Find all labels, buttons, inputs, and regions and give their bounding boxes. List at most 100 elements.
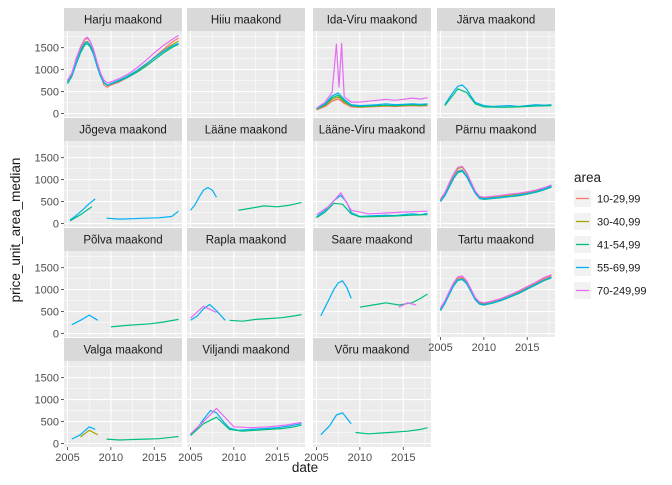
- x-tick-label: 2005: [428, 342, 452, 354]
- x-tick-label: 2015: [142, 452, 166, 464]
- y-tick-label: 0: [53, 438, 59, 450]
- y-tick-label: 1000: [35, 395, 59, 407]
- y-tick-label: 0: [53, 328, 59, 340]
- facet-title: Hiiu maakond: [211, 15, 281, 27]
- y-tick-label: 500: [41, 417, 59, 429]
- facet-panel: [187, 251, 305, 337]
- facet-strip: [187, 118, 305, 141]
- series-line-70-249,99: [66, 34, 179, 84]
- x-tick-label: 2005: [178, 452, 202, 464]
- y-tick-label: 500: [41, 307, 59, 319]
- facet-panel: [437, 31, 555, 117]
- legend-label: 70-249,99: [597, 286, 647, 298]
- facet-strip: [437, 118, 555, 141]
- series-line-55-69,99: [190, 303, 226, 321]
- x-tick-label: 2010: [348, 452, 372, 464]
- facet-strip: [437, 228, 555, 251]
- facet-strip: [64, 118, 182, 141]
- facet-title: Võru maakond: [335, 345, 410, 357]
- series-line-70-249,99: [316, 192, 428, 216]
- facet-title: Jõgeva maakond: [79, 125, 167, 137]
- series-line-55-69,99: [190, 410, 302, 436]
- facet-strip: [313, 8, 431, 31]
- y-tick-label: 1000: [35, 175, 59, 187]
- series-line-41-54,99: [110, 318, 179, 328]
- facet-title: Rapla maakond: [206, 235, 287, 247]
- series-line-55-69,99: [106, 210, 179, 220]
- facet-title: Viljandi maakond: [202, 345, 289, 357]
- facet-title: Harju maakond: [84, 15, 162, 27]
- series-line-55-69,99: [444, 84, 552, 108]
- facet-panel: [187, 31, 305, 117]
- legend-label: 41-54,99: [597, 240, 640, 252]
- x-tick-label: 2010: [222, 452, 246, 464]
- y-tick-label: 0: [53, 218, 59, 230]
- x-tick-label: 2005: [304, 452, 328, 464]
- y-tick-label: 1500: [35, 373, 59, 385]
- series-line-41-54,99: [229, 314, 302, 322]
- facet-title: Valga maakond: [83, 345, 162, 357]
- series-line-41-54,99: [444, 88, 552, 108]
- series-line-70-249,99: [398, 302, 417, 308]
- series-line-41-54,99: [355, 427, 428, 435]
- x-axis-title: date: [292, 460, 318, 475]
- x-tick-label: 2005: [55, 452, 79, 464]
- legend-label: 30-40,99: [597, 217, 640, 229]
- series-line-55-69,99: [439, 276, 552, 311]
- y-tick-label: 0: [53, 108, 59, 120]
- facet-title: Saare maakond: [331, 235, 412, 247]
- series-line-70-249,99: [440, 165, 552, 200]
- facet-strip: [64, 338, 182, 361]
- facet-strip: [313, 228, 431, 251]
- y-tick-label: 1500: [35, 43, 59, 55]
- series-line-55-69,99: [66, 41, 179, 86]
- legend-label: 55-69,99: [597, 263, 640, 275]
- legend-title: area: [574, 170, 602, 185]
- facet-title: Lääne-Viru maakond: [319, 125, 426, 137]
- series-line-55-69,99: [190, 186, 218, 211]
- facet-strip: [313, 118, 431, 141]
- series-line-41-54,99: [316, 94, 428, 110]
- facet-strip: [187, 8, 305, 31]
- y-tick-label: 1000: [35, 285, 59, 297]
- facet-strip: [64, 8, 182, 31]
- series-line-41-54,99: [69, 206, 93, 222]
- series-line-41-54,99: [238, 201, 302, 211]
- series-line-70-249,99: [316, 42, 428, 109]
- facet-title: Järva maakond: [457, 15, 536, 27]
- facet-title: Ida-Viru maakond: [327, 15, 418, 27]
- facet-panel: [187, 141, 305, 227]
- facet-title: Põlva maakond: [83, 235, 162, 247]
- series-line-41-54,99: [190, 416, 302, 437]
- facet-strip: [437, 8, 555, 31]
- series-line-70-249,99: [190, 407, 302, 435]
- series-line-41-54,99: [106, 435, 179, 441]
- facet-strip: [313, 338, 431, 361]
- facet-panel: [437, 251, 555, 337]
- facet-strip: [187, 228, 305, 251]
- y-tick-label: 500: [41, 87, 59, 99]
- series-line-55-69,99: [320, 412, 352, 436]
- series-line-70-249,99: [190, 305, 217, 319]
- series-line-55-69,99: [320, 280, 352, 317]
- series-line-55-69,99: [71, 314, 99, 326]
- facet-title: Pärnu maakond: [455, 125, 536, 137]
- y-tick-label: 1000: [35, 65, 59, 77]
- facet-panel: [187, 361, 305, 447]
- series-line-30-40,99: [80, 429, 99, 438]
- series-line-70-249,99: [439, 274, 552, 309]
- series-line-55-69,99: [440, 169, 552, 202]
- y-axis-title: price_unit_area_median: [8, 158, 23, 303]
- facet-panel: [64, 251, 182, 337]
- y-tick-label: 1500: [35, 153, 59, 165]
- facet-strip: [187, 338, 305, 361]
- x-tick-label: 2015: [515, 342, 539, 354]
- x-tick-label: 2010: [472, 342, 496, 354]
- y-tick-label: 1500: [35, 263, 59, 275]
- series-line-55-69,99: [316, 92, 428, 110]
- legend-label: 10-29,99: [597, 194, 640, 206]
- facet-panel: [437, 141, 555, 227]
- series-line-55-69,99: [71, 426, 96, 440]
